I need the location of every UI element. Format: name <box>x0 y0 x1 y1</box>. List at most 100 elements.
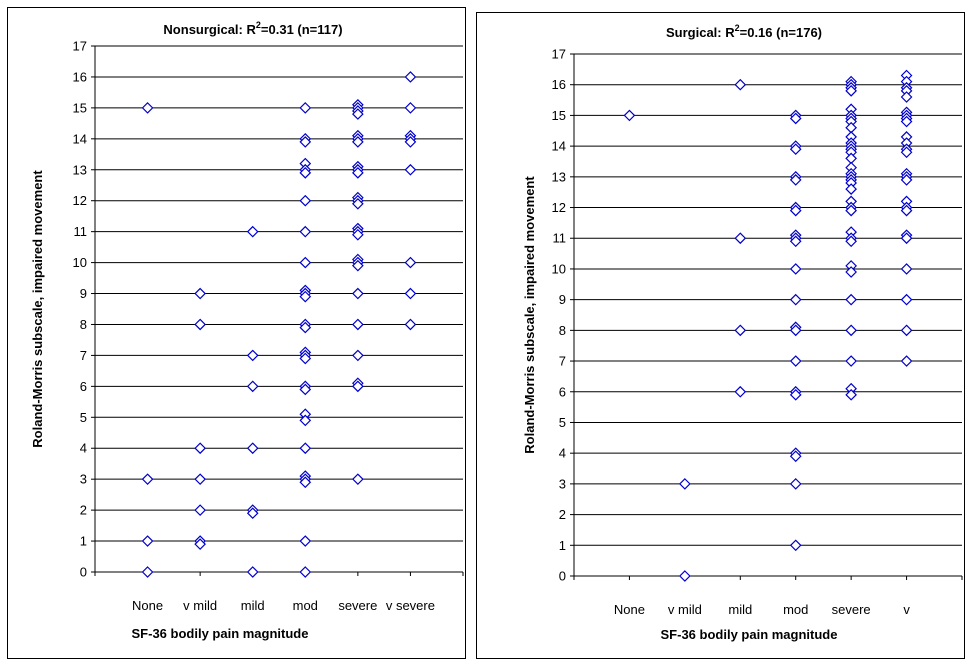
data-point <box>404 71 417 83</box>
data-point <box>194 287 206 300</box>
data-point <box>299 256 312 269</box>
y-tick-label: 16 <box>552 77 566 92</box>
data-point <box>789 263 802 275</box>
data-point <box>789 324 802 337</box>
data-point <box>299 476 312 489</box>
x-tick-label: mod <box>783 602 808 617</box>
x-tick-label: severe <box>338 598 377 613</box>
y-axis-label: Roland-Morris subscale, impaired movemen… <box>522 176 537 454</box>
y-tick-label: 5 <box>559 415 566 430</box>
data-point <box>734 78 747 91</box>
data-point <box>194 538 206 551</box>
data-point <box>246 442 259 455</box>
data-point <box>404 102 417 114</box>
y-tick-label: 10 <box>552 261 566 276</box>
data-point <box>194 318 206 331</box>
x-tick-label: None <box>132 598 163 613</box>
y-tick-label: 17 <box>552 47 566 62</box>
x-tick-label: v severe <box>386 598 435 613</box>
y-tick-label: 0 <box>80 565 87 580</box>
data-point <box>789 355 802 367</box>
y-tick-label: 10 <box>73 255 87 270</box>
chart-panel-nonsurgical: 0 1 2 3 4 5 6 7 8 9 10 11 12 13 14 15 16 17 None v mild mild… <box>7 7 466 659</box>
data-point <box>404 163 417 176</box>
data-point <box>299 290 312 303</box>
data-point <box>734 385 747 398</box>
data-point <box>789 204 802 217</box>
data-point <box>299 321 312 334</box>
data-point <box>141 473 154 486</box>
data-point <box>789 174 802 186</box>
data-point <box>900 115 913 128</box>
data-point <box>352 349 364 362</box>
y-axis-label: Roland-Morris subscale, impaired movemen… <box>30 170 45 448</box>
data-point <box>352 228 364 241</box>
data-point <box>246 349 259 362</box>
data-point <box>404 318 417 331</box>
y-tick-label: 11 <box>74 224 88 239</box>
data-point <box>299 414 312 427</box>
data-point <box>299 535 312 547</box>
y-tick-label: 12 <box>73 193 87 208</box>
y-tick-label: 15 <box>73 100 87 115</box>
data-point <box>900 204 913 217</box>
y-tick-label: 3 <box>559 476 566 491</box>
data-point <box>352 287 364 300</box>
data-point <box>299 102 312 114</box>
data-point <box>352 167 364 179</box>
data-point <box>299 136 312 148</box>
data-point <box>352 136 364 148</box>
y-tick-label: 14 <box>73 131 87 146</box>
x-tick-label: None <box>614 602 645 617</box>
y-tick-label: 9 <box>80 286 87 301</box>
data-point <box>246 566 259 578</box>
data-point <box>299 383 312 396</box>
data-point <box>679 478 691 490</box>
y-tick-label: 9 <box>559 292 566 307</box>
data-point <box>734 232 747 245</box>
data-point <box>404 256 417 269</box>
data-point <box>404 287 417 300</box>
y-tick-label: 16 <box>73 69 87 84</box>
y-tick-label: 14 <box>552 139 566 154</box>
y-tick-label: 0 <box>559 569 566 584</box>
data-point <box>299 566 312 578</box>
y-tick-label: 1 <box>559 538 566 553</box>
data-point <box>900 91 913 103</box>
chart-title: Surgical: R2=0.16 (n=176) <box>666 23 822 40</box>
x-tick-label: v mild <box>183 598 217 613</box>
data-point <box>789 388 802 401</box>
data-point <box>141 535 154 547</box>
data-point <box>900 174 913 186</box>
data-point <box>194 442 206 455</box>
data-point <box>900 293 913 306</box>
data-point <box>900 146 913 159</box>
y-tick-label: 13 <box>552 169 566 184</box>
y-tick-label: 13 <box>73 162 87 177</box>
data-point <box>679 570 691 582</box>
data-point <box>845 235 857 248</box>
data-point <box>900 232 913 245</box>
data-point <box>789 450 802 463</box>
y-tick-label: 7 <box>80 348 87 363</box>
y-tick-label: 11 <box>553 231 567 246</box>
data-point <box>789 293 802 306</box>
data-point <box>845 266 857 278</box>
data-point <box>141 102 154 114</box>
y-tick-label: 5 <box>80 410 87 425</box>
y-tick-label: 6 <box>559 384 566 399</box>
y-tick-label: 12 <box>552 200 566 215</box>
x-tick-label: v <box>903 602 910 617</box>
data-point <box>352 197 364 210</box>
data-point <box>845 293 857 306</box>
x-tick-label: v mild <box>668 602 702 617</box>
data-point <box>194 473 206 486</box>
y-tick-label: 1 <box>80 534 87 549</box>
data-point <box>789 235 802 248</box>
data-point <box>845 183 857 195</box>
y-tick-label: 6 <box>80 379 87 394</box>
y-tick-label: 8 <box>559 323 566 338</box>
data-point <box>246 507 259 520</box>
data-point <box>299 442 312 455</box>
